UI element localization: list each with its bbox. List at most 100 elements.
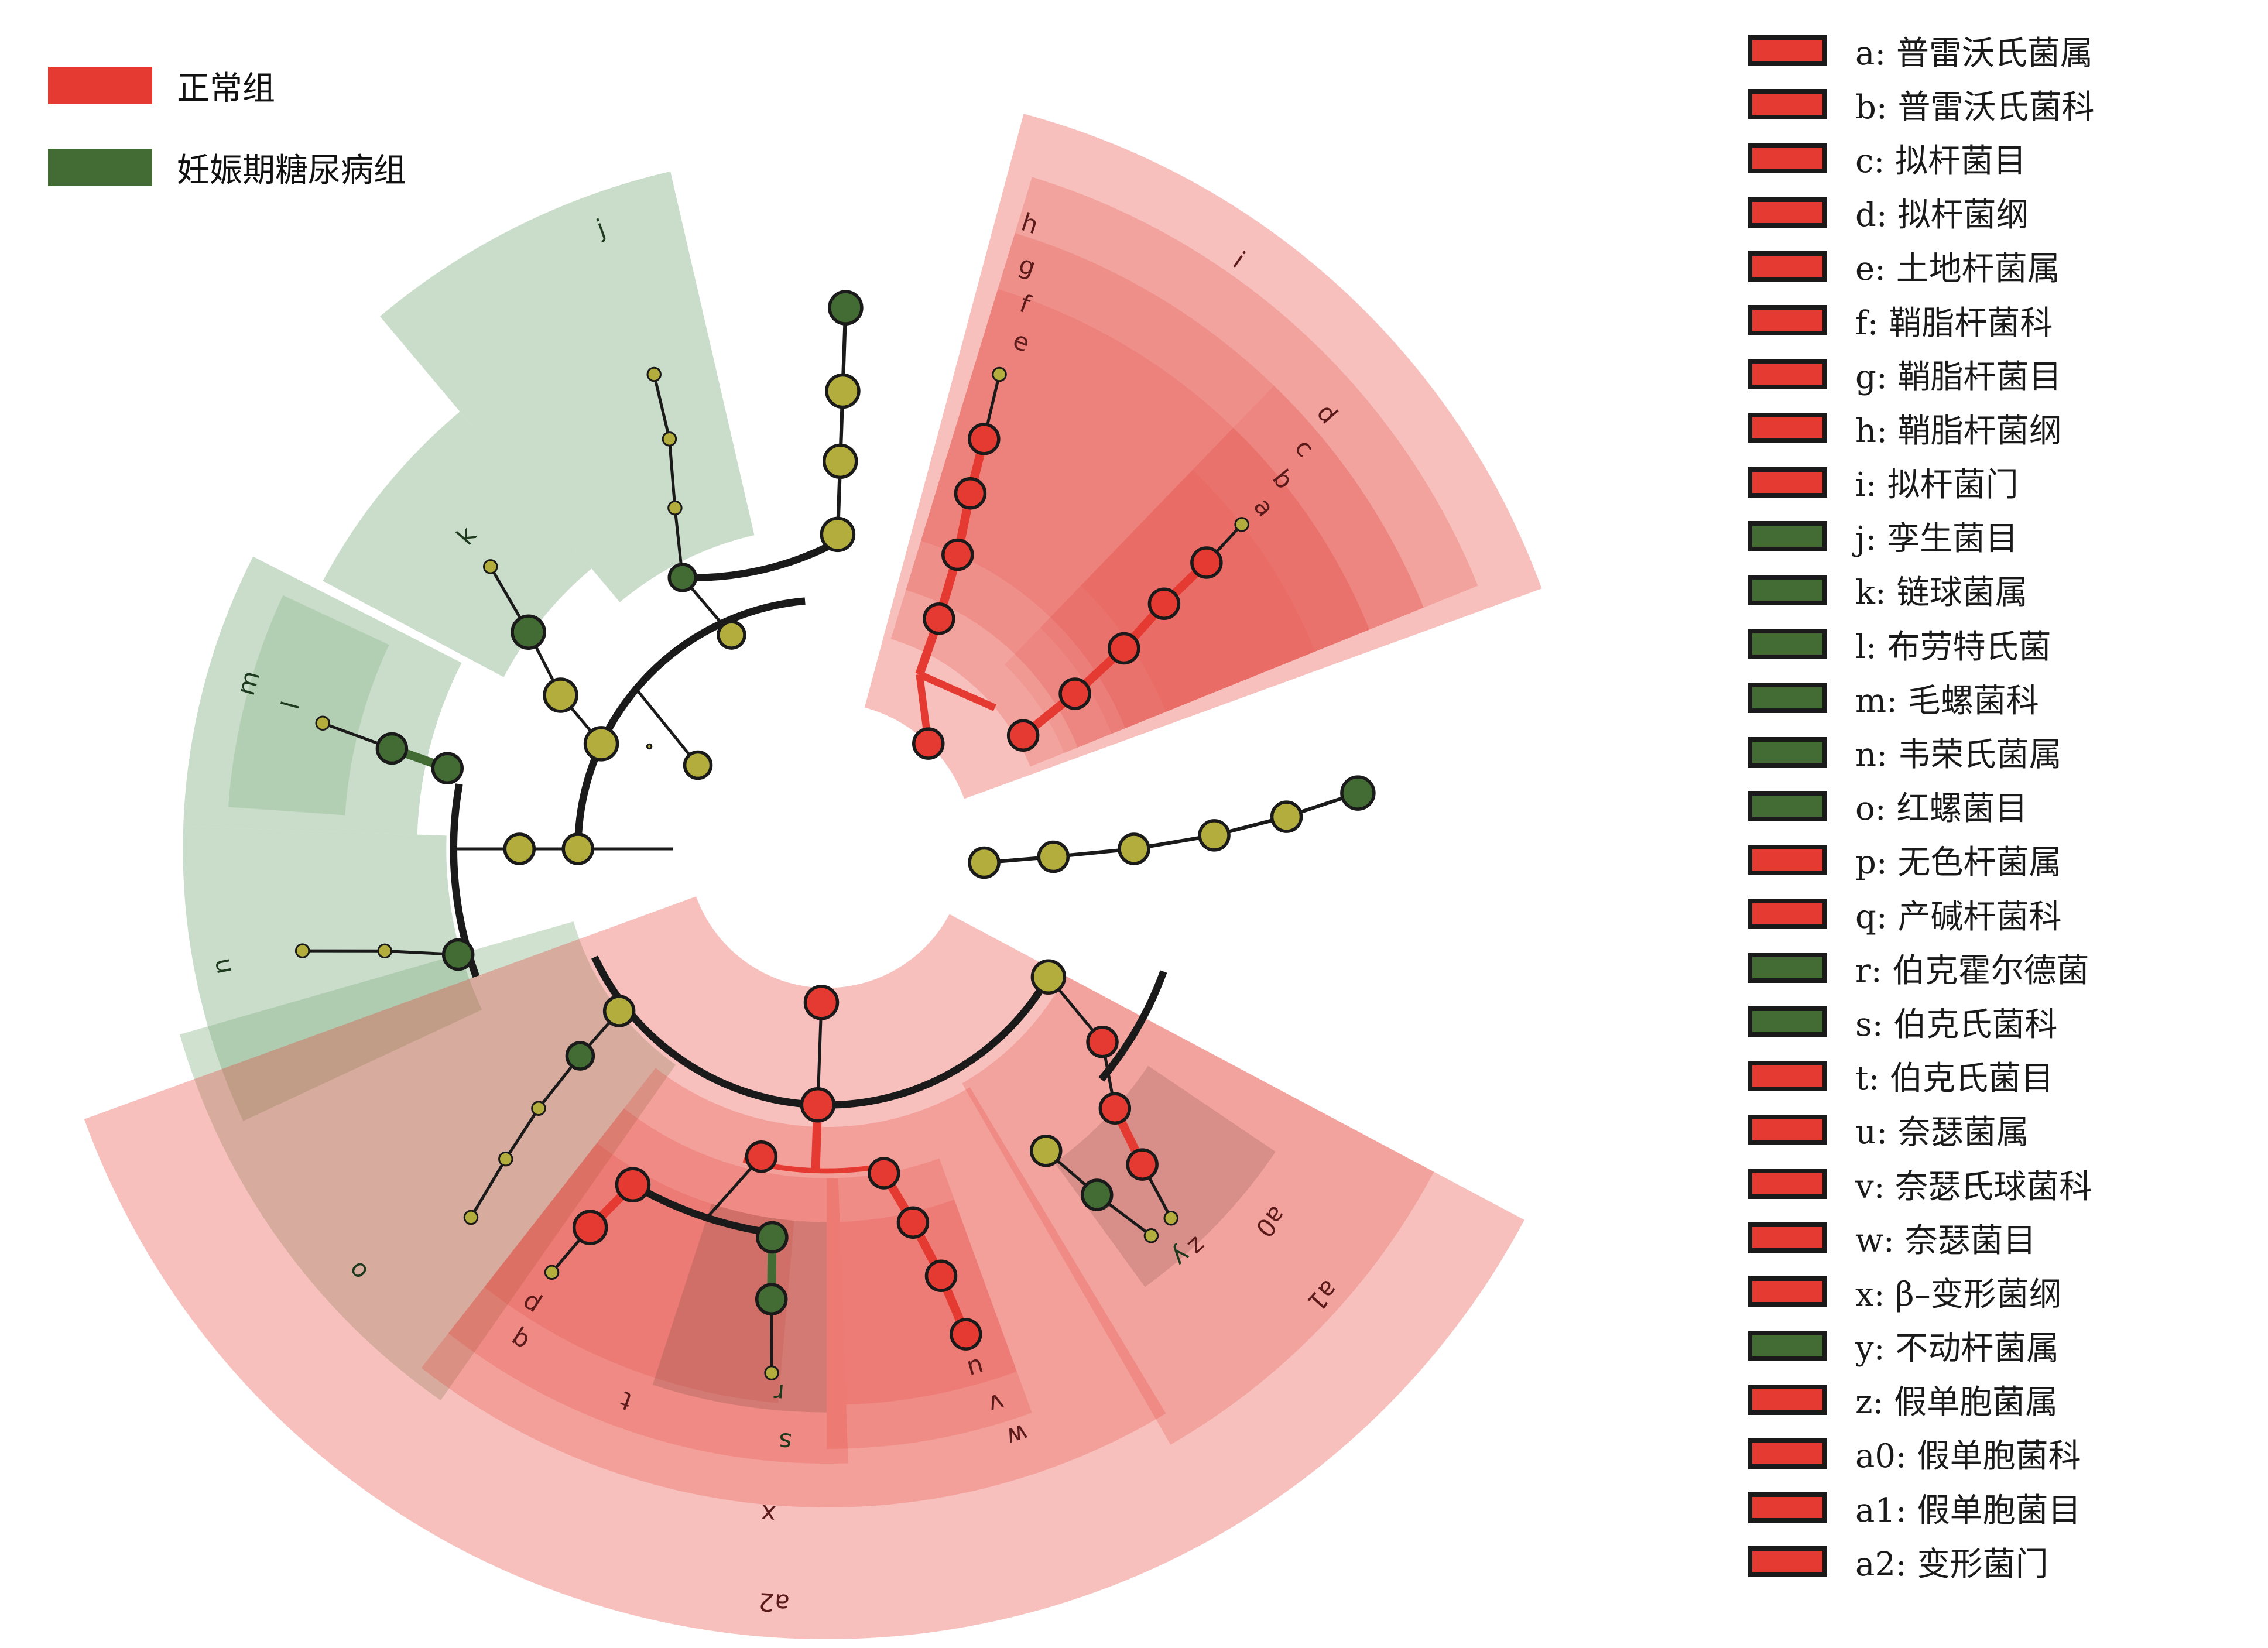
highlight-o: [179, 921, 676, 1401]
taxa-legend-item: a2: 变形菌门: [1748, 1534, 2095, 1588]
node-clos-1: [561, 832, 594, 865]
node-a-chain: [1006, 719, 1040, 752]
taxa-swatch: [1748, 1222, 1827, 1253]
node-z-parent: [1126, 1148, 1159, 1181]
taxa-label: l: 布劳特氏菌: [1855, 628, 2051, 666]
branch-d: [918, 671, 996, 711]
taxa-legend-item: s: 伯克氏菌科: [1748, 995, 2095, 1049]
branch-j: [667, 438, 677, 508]
node-a2: [803, 985, 840, 1020]
taxa-label: i: 拟杆菌门: [1855, 466, 2019, 505]
taxa-label: w: 奈瑟菌目: [1855, 1221, 2036, 1260]
node-e-chain: [923, 602, 955, 635]
highlight-l: [228, 595, 389, 816]
node-a: [1234, 517, 1249, 532]
node-a1-root: [1030, 959, 1067, 995]
highlight-x: [421, 1068, 1166, 1507]
normal-group-swatch: [48, 67, 152, 104]
node-j-tip: [662, 431, 677, 447]
clade-label-s: s: [778, 1427, 793, 1456]
taxa-label: z: 假单胞菌属: [1855, 1383, 2058, 1422]
taxa-legend-item: w: 奈瑟菌目: [1748, 1211, 2095, 1265]
node-n1: [377, 943, 392, 959]
highlight-m: [183, 556, 462, 835]
taxa-swatch: [1748, 467, 1827, 498]
node-k3: [511, 614, 546, 650]
taxa-label: p: 无色杆菌属: [1855, 844, 2062, 882]
taxa-legend-item: z: 假单胞菌属: [1748, 1373, 2095, 1427]
node-a-chain: [1190, 546, 1223, 579]
node-top: [823, 443, 858, 479]
clade-highlights: [84, 114, 1542, 1639]
clade-label-x: x: [760, 1499, 777, 1529]
taxa-swatch: [1748, 1006, 1827, 1037]
taxa-legend-item: p: 无色杆菌属: [1748, 833, 2095, 887]
node-right: [1198, 819, 1231, 852]
taxa-label: g: 鞘脂杆菌目: [1855, 358, 2062, 396]
branch-inner-left: [635, 688, 699, 766]
taxa-swatch: [1748, 1060, 1827, 1091]
taxa-swatch: [1748, 899, 1827, 930]
node-tiny: [646, 743, 653, 750]
node-j-tip: [667, 500, 683, 516]
taxa-legend-item: t: 伯克氏菌目: [1748, 1049, 2095, 1103]
node-e: [992, 366, 1007, 382]
taxa-label: h: 鞘脂杆菌纲: [1855, 412, 2062, 450]
legend-item-normal: 正常组: [48, 59, 406, 112]
node-p: [544, 1265, 560, 1280]
legend-item-gdm: 妊娠期糖尿病组: [48, 141, 406, 194]
taxa-legend-item: y: 不动杆菌属: [1748, 1319, 2095, 1373]
taxa-label: j: 孪生菌目: [1855, 520, 2019, 559]
node-right: [968, 846, 1001, 879]
taxa-label: c: 拟杆菌目: [1855, 142, 2027, 180]
node-s: [756, 1221, 789, 1254]
node-i: [912, 727, 945, 760]
taxa-swatch: [1748, 35, 1827, 66]
node-r-parent: [755, 1283, 788, 1315]
node-q: [615, 1167, 651, 1202]
taxa-label: b: 普雷沃氏菌科: [1855, 88, 2095, 126]
node-p-parent: [572, 1210, 608, 1245]
node-a1: [1086, 1026, 1119, 1058]
firmicutes-arc: [574, 597, 806, 849]
taxa-label: v: 奈瑟氏球菌科: [1855, 1167, 2092, 1206]
branch-y-arc: [1098, 970, 1167, 1082]
taxa-label: y: 不动杆菌属: [1855, 1330, 2060, 1368]
taxa-legend-item: h: 鞘脂杆菌纲: [1748, 401, 2095, 455]
taxa-legend-item: m: 毛螺菌科: [1748, 671, 2095, 725]
taxa-label: x: β–变形菌纲: [1855, 1275, 2062, 1314]
node-a-chain: [1058, 677, 1091, 710]
highlight-a2: [84, 896, 1524, 1639]
taxa-label: u: 奈瑟菌属: [1855, 1113, 2029, 1152]
node-x: [800, 1087, 836, 1123]
taxa-label: s: 伯克氏菌科: [1855, 1005, 2058, 1044]
group-legend: 正常组 妊娠期糖尿病组: [48, 59, 406, 222]
gdm-group-swatch: [48, 149, 152, 186]
node-top: [825, 373, 861, 409]
taxa-swatch: [1748, 1492, 1827, 1523]
node-w: [868, 1157, 900, 1190]
node-right: [1118, 832, 1150, 865]
taxa-label: k: 链球菌属: [1855, 574, 2028, 612]
node-l: [315, 715, 330, 731]
node-k: [483, 559, 498, 574]
node-o-root: [602, 995, 636, 1027]
highlight-v: [840, 1200, 1017, 1405]
clade-label-r: r: [773, 1378, 786, 1407]
node-o-3: [498, 1151, 513, 1167]
taxa-legend-item: f: 鞘脂杆菌科: [1748, 293, 2095, 347]
taxa-legend-item: e: 土地杆菌属: [1748, 239, 2095, 293]
taxa-legend-item: a: 普雷沃氏菌属: [1748, 23, 2095, 77]
taxa-legend-item: v: 奈瑟氏球菌科: [1748, 1157, 2095, 1211]
taxa-swatch: [1748, 1384, 1827, 1415]
highlight-i: [864, 114, 1542, 799]
node-w-chain: [896, 1206, 930, 1239]
taxa-swatch: [1748, 1169, 1827, 1200]
taxa-label: a2: 变形菌门: [1855, 1545, 2048, 1584]
node-n-parent: [441, 938, 475, 971]
node-inner-left: [683, 750, 713, 780]
node-z: [1163, 1211, 1178, 1226]
node-j-tip: [646, 366, 662, 382]
node-o: [565, 1041, 595, 1071]
taxa-swatch: [1748, 1546, 1827, 1577]
